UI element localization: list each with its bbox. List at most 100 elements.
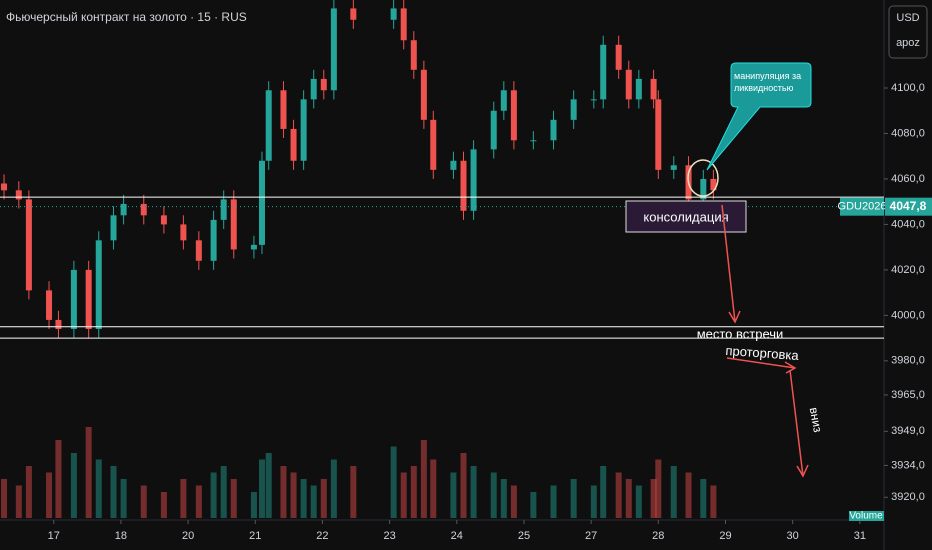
y-tick-label: 3934,0 (891, 459, 925, 471)
volume-bar (1, 479, 8, 518)
candle-body (320, 78, 327, 91)
candle-body (420, 69, 427, 120)
candle-body (160, 215, 167, 225)
currency-box (888, 5, 928, 59)
scale-mode: apoz (896, 37, 920, 49)
candle-body (410, 40, 417, 70)
candle-body (230, 199, 237, 250)
volume-bar (410, 466, 417, 518)
volume-bar (400, 472, 407, 518)
candle-body (70, 269, 77, 330)
currency: USD (896, 12, 919, 24)
x-tick-label: 21 (249, 530, 261, 542)
volume-bar (500, 479, 507, 518)
x-tick-label: 24 (451, 530, 463, 542)
volume-bar (600, 466, 607, 518)
volume-label: Volume (849, 511, 883, 522)
callout (706, 62, 812, 171)
candle-body (95, 240, 102, 330)
candle-body (460, 160, 467, 211)
x-tick-label: 31 (854, 530, 866, 542)
volume-bar (450, 472, 457, 518)
volume-bar (420, 440, 427, 518)
candle-body (570, 99, 577, 120)
candle-body (670, 165, 677, 170)
volume-bar (655, 459, 662, 518)
candle-body (258, 160, 265, 245)
annotation: место встречи (697, 326, 784, 341)
y-tick-label: 4040,0 (891, 218, 925, 230)
volume-bar (140, 485, 147, 518)
volume-bar (510, 485, 517, 518)
x-tick-label: 28 (652, 530, 664, 542)
x-tick-label: 20 (182, 530, 194, 542)
y-tick-label: 4060,0 (891, 173, 925, 185)
candle-body (600, 44, 607, 100)
volume-bar (670, 466, 677, 518)
candle-body (500, 90, 507, 111)
candle-body (265, 90, 272, 161)
volume-bar (110, 466, 117, 518)
symbol: GDU2026 (838, 201, 887, 213)
candle-body (210, 219, 217, 261)
candle-body (390, 8, 397, 20)
x-tick-label: 30 (787, 530, 799, 542)
volume-bar (230, 479, 237, 518)
candle-body (550, 119, 557, 141)
candle-body (15, 190, 22, 200)
volume-bar (195, 485, 202, 518)
candle-body (635, 78, 642, 100)
volume-bar (710, 485, 717, 518)
candle-body (590, 99, 597, 101)
y-tick-label: 3949,0 (891, 425, 925, 437)
candle-body (55, 319, 62, 330)
volume-bar (330, 459, 337, 518)
volume-bar (590, 485, 597, 518)
volume-bar (220, 466, 227, 518)
candle-body (655, 99, 662, 170)
candle-body (710, 178, 717, 191)
arrow (789, 369, 809, 478)
arrow (721, 204, 741, 324)
candle-body (120, 203, 127, 216)
candle-body (300, 99, 307, 161)
symbol-tag (840, 197, 884, 216)
candle-body (430, 119, 437, 170)
last-price: 4047,8 (890, 199, 927, 213)
volume-bar (320, 479, 327, 518)
candle-body (180, 224, 187, 241)
volume-bar (258, 459, 265, 518)
y-tick-label: 4080,0 (891, 127, 925, 139)
candle-body (140, 203, 147, 216)
volume-bar (625, 479, 632, 518)
candle-body (290, 128, 297, 161)
volume-bar (300, 479, 307, 518)
x-tick-label: 23 (383, 530, 395, 542)
volume-bar (160, 492, 167, 518)
volume-bar (210, 472, 217, 518)
volume-bar (120, 479, 127, 518)
arrow (726, 357, 797, 374)
annotation: проторговка (725, 343, 800, 363)
y-tick-label: 3965,0 (891, 389, 925, 401)
y-tick-label: 3920,0 (891, 491, 925, 503)
x-tick-label: 17 (48, 530, 60, 542)
volume-tag (849, 511, 884, 521)
callout-text: манипуляция за ликвидностью (734, 71, 802, 93)
candle-body (400, 8, 407, 41)
y-tick-label: 4020,0 (891, 264, 925, 276)
volume-bar (390, 446, 397, 518)
annotation: вниз (807, 406, 825, 434)
volume-bar (310, 485, 317, 518)
volume-bar (685, 472, 692, 518)
volume-bar (470, 466, 477, 518)
volume-bar (95, 459, 102, 518)
candle-body (490, 110, 497, 150)
volume-bar (250, 492, 257, 518)
candle-body (220, 199, 227, 220)
candle-body (110, 215, 117, 241)
x-tick-label: 22 (316, 530, 328, 542)
highlight (687, 159, 719, 197)
y-tick-label: 4000,0 (891, 309, 925, 321)
